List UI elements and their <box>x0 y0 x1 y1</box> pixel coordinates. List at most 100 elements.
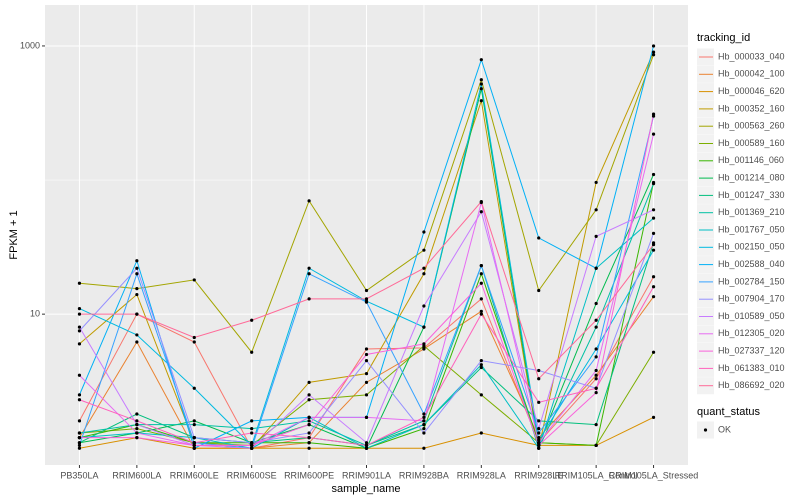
data-point <box>135 312 139 316</box>
data-point <box>135 266 139 270</box>
data-point <box>135 333 139 337</box>
data-point <box>537 446 541 450</box>
data-point <box>479 58 483 62</box>
data-point <box>422 431 426 435</box>
data-point <box>77 419 82 423</box>
data-point <box>594 318 598 322</box>
data-point <box>479 87 483 91</box>
data-point <box>422 248 426 252</box>
data-point <box>594 347 598 351</box>
data-point <box>479 312 483 316</box>
data-point <box>422 419 426 423</box>
data-point <box>364 380 369 384</box>
data-point <box>422 272 426 276</box>
data-point <box>651 182 656 186</box>
data-point <box>594 386 598 390</box>
data-point <box>364 446 369 450</box>
data-point <box>364 297 369 301</box>
data-point <box>594 355 598 359</box>
data-point <box>422 230 426 234</box>
data-point <box>192 423 196 427</box>
data-point <box>537 419 541 423</box>
data-point <box>77 306 82 311</box>
data-point <box>594 373 598 377</box>
legend-label: Hb_000589_160 <box>718 138 785 148</box>
legend-label: Hb_001146_060 <box>718 155 784 165</box>
legend-label: Hb_000042_100 <box>718 69 785 79</box>
data-point <box>307 436 311 440</box>
data-point <box>250 441 254 445</box>
data-point <box>135 431 139 435</box>
data-point <box>192 278 196 282</box>
data-point <box>537 288 541 293</box>
data-point <box>651 295 656 299</box>
data-point <box>364 393 369 397</box>
data-point <box>77 325 82 329</box>
data-point <box>594 390 598 395</box>
data-point <box>422 304 426 308</box>
legend-label: Hb_000563_260 <box>718 121 785 131</box>
data-point <box>135 292 139 297</box>
x-tick-label: RRIM105LA_Control <box>555 470 638 480</box>
data-point <box>250 431 254 435</box>
legend-label: Hb_000033_040 <box>718 51 785 61</box>
data-point <box>77 281 82 285</box>
data-point <box>422 412 426 416</box>
data-point <box>479 281 483 285</box>
legend-title: tracking_id <box>697 32 750 44</box>
data-point <box>594 234 598 238</box>
data-point <box>651 243 656 247</box>
data-point <box>651 50 656 54</box>
data-point <box>77 443 82 448</box>
data-point <box>479 82 483 86</box>
data-point <box>192 419 196 423</box>
legend-label: Hb_001214_080 <box>718 172 785 182</box>
data-point <box>77 312 82 316</box>
data-point <box>537 436 541 440</box>
data-point <box>307 266 311 270</box>
data-point <box>307 423 311 427</box>
data-point <box>250 446 254 450</box>
data-point <box>479 272 483 276</box>
data-point <box>422 325 426 329</box>
legend-label: Hb_012305_020 <box>718 328 785 338</box>
data-point <box>537 427 541 431</box>
data-point <box>307 446 311 450</box>
data-point <box>651 275 656 279</box>
legend-label: Hb_002588_040 <box>718 259 785 269</box>
legend-label: Hb_000046_620 <box>718 86 785 96</box>
data-point <box>594 208 598 212</box>
data-point <box>135 259 139 263</box>
data-point <box>594 443 598 448</box>
data-point <box>307 380 311 384</box>
data-point <box>479 363 483 367</box>
data-point <box>364 359 369 363</box>
data-point <box>250 427 254 431</box>
data-point <box>422 342 426 346</box>
data-point <box>250 419 254 423</box>
x-tick-label: RRIM901LA <box>342 470 391 480</box>
legend-label: Hb_007904_170 <box>718 294 785 304</box>
data-point <box>307 415 311 419</box>
data-point <box>651 132 656 136</box>
data-point <box>651 248 656 252</box>
legend-label: Hb_000352_160 <box>718 103 785 113</box>
data-point <box>479 393 483 397</box>
data-point <box>364 352 369 357</box>
data-point <box>537 443 541 448</box>
data-point <box>135 412 139 416</box>
data-point <box>422 427 426 431</box>
y-tick-label: 1000 <box>20 40 40 50</box>
legend-label: Hb_086692_020 <box>718 380 785 390</box>
data-point <box>364 443 369 448</box>
data-point <box>537 377 541 381</box>
data-point <box>422 423 426 427</box>
data-point <box>537 400 541 404</box>
data-point <box>364 441 369 445</box>
data-point <box>77 436 82 440</box>
data-point <box>135 423 139 427</box>
data-point <box>651 285 656 289</box>
x-tick-label: RRIM928BA <box>399 470 449 480</box>
data-point <box>479 264 483 268</box>
